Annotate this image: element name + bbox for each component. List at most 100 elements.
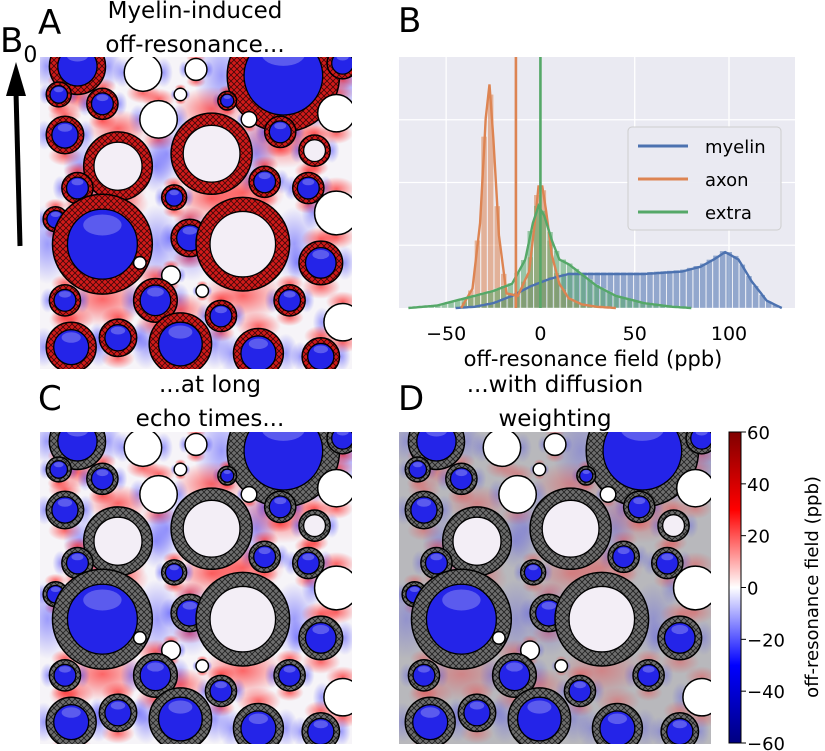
x-tick-label: −50 <box>426 323 466 345</box>
axon-circle <box>240 110 258 128</box>
axon-interior <box>568 585 636 653</box>
axon-interior <box>139 284 172 317</box>
histogram-bar-myelin <box>653 271 660 309</box>
axon-interior <box>568 679 592 703</box>
histogram-bar-myelin <box>659 270 667 309</box>
axon-interior <box>157 321 203 367</box>
histogram-bar-extra <box>566 263 574 309</box>
axon-interior <box>57 432 98 462</box>
axon-circle <box>482 432 522 468</box>
panel-d-field-map <box>399 432 711 744</box>
axon-interior <box>268 495 292 519</box>
axon-circle <box>123 432 163 468</box>
axon-interior <box>416 432 457 462</box>
colorbar-gradient <box>728 431 742 744</box>
panel-letter-c: C <box>38 379 62 419</box>
histogram-bar-extra <box>573 268 580 309</box>
axon-interior <box>53 704 90 741</box>
axon-interior <box>53 288 77 312</box>
panel-d-title-line1: ...with diffusion <box>467 372 643 398</box>
axon-interior <box>164 188 184 207</box>
axon-interior <box>182 499 241 558</box>
axon-circle <box>132 255 147 270</box>
axon-interior <box>424 551 449 575</box>
axon-interior <box>637 663 661 687</box>
colorbar-tick-label: 60 <box>747 423 770 444</box>
axon-circle <box>599 485 617 503</box>
axon-interior <box>541 499 600 558</box>
axon-interior <box>53 329 90 366</box>
axon-interior <box>612 545 636 569</box>
axon-interior <box>302 514 327 538</box>
axon-interior <box>157 696 203 742</box>
axon-interior <box>182 124 241 183</box>
panel-d-title-line2: weighting <box>498 406 611 432</box>
axon-interior <box>93 516 143 566</box>
colorbar-tick-label: 20 <box>747 527 770 548</box>
histogram-bar-myelin <box>725 251 733 309</box>
histogram-bar-myelin <box>732 255 739 309</box>
axon-circle <box>675 468 711 508</box>
axon-interior <box>139 659 172 692</box>
kde-line-myelin <box>455 250 783 310</box>
axon-interior <box>90 92 114 116</box>
axon-circle <box>543 432 567 457</box>
panel-c-title-line2: echo times... <box>136 406 285 432</box>
axon-circle <box>323 677 352 717</box>
axon-circle <box>313 565 352 611</box>
legend: myelin axon extra <box>627 126 782 231</box>
axon-circle <box>240 485 258 503</box>
colorbar-tick-label: −20 <box>747 630 785 651</box>
axon-interior <box>243 432 324 491</box>
axon-interior <box>164 563 184 582</box>
axon-circle <box>184 57 208 82</box>
axon-interior <box>209 210 277 278</box>
colorbar: 60 40 20 0 −20 −40 −60 off-resonance field (pp… <box>728 423 823 751</box>
x-tick-label: 50 <box>623 323 647 345</box>
axon-interior <box>307 342 335 369</box>
axon-interior <box>49 460 69 479</box>
axon-interior <box>498 659 531 692</box>
axon-interior <box>296 551 320 575</box>
axon-circle <box>139 474 179 514</box>
axon-circle <box>316 468 352 508</box>
axon-interior <box>655 551 679 575</box>
axon-interior <box>331 57 352 75</box>
axon-interior <box>268 120 292 144</box>
histogram-bar-myelin <box>699 263 706 309</box>
axon-interior <box>578 468 594 483</box>
axon-circle <box>672 565 711 611</box>
axon-interior <box>408 460 428 479</box>
axon-interior <box>331 432 352 450</box>
x-axis-label: off-resonance field (ppb) <box>464 347 723 371</box>
axon-interior <box>661 514 686 538</box>
axon-circle <box>491 630 506 645</box>
panel-c-title-line1: ...at long <box>159 372 261 398</box>
axon-interior <box>104 324 132 352</box>
panel-letter-a: A <box>38 3 61 43</box>
axon-interior <box>296 176 320 200</box>
axon-interior <box>304 621 337 654</box>
panel-a-field-map <box>40 57 352 369</box>
colorbar-tick-label: −40 <box>747 682 785 703</box>
axon-interior <box>209 585 277 653</box>
axon-interior <box>219 468 235 483</box>
colorbar-tick-label: −60 <box>747 734 785 751</box>
axon-interior <box>66 208 138 280</box>
axon-interior <box>278 288 302 312</box>
axon-interior <box>240 710 277 744</box>
axon-interior <box>663 621 696 654</box>
axon-circle <box>173 87 188 102</box>
axon-interior <box>602 432 683 491</box>
axon-interior <box>412 663 436 687</box>
histogram-bar-myelin <box>692 265 700 309</box>
axon-circle <box>184 432 208 457</box>
axon-circle <box>682 677 711 717</box>
axon-interior <box>51 496 79 524</box>
axon-interior <box>304 246 337 279</box>
legend-label-axon: axon <box>705 170 749 191</box>
axon-interior <box>65 176 90 200</box>
axon-interior <box>452 516 502 566</box>
colorbar-label: off-resonance field (ppb) <box>802 476 823 698</box>
axon-interior <box>410 496 438 524</box>
